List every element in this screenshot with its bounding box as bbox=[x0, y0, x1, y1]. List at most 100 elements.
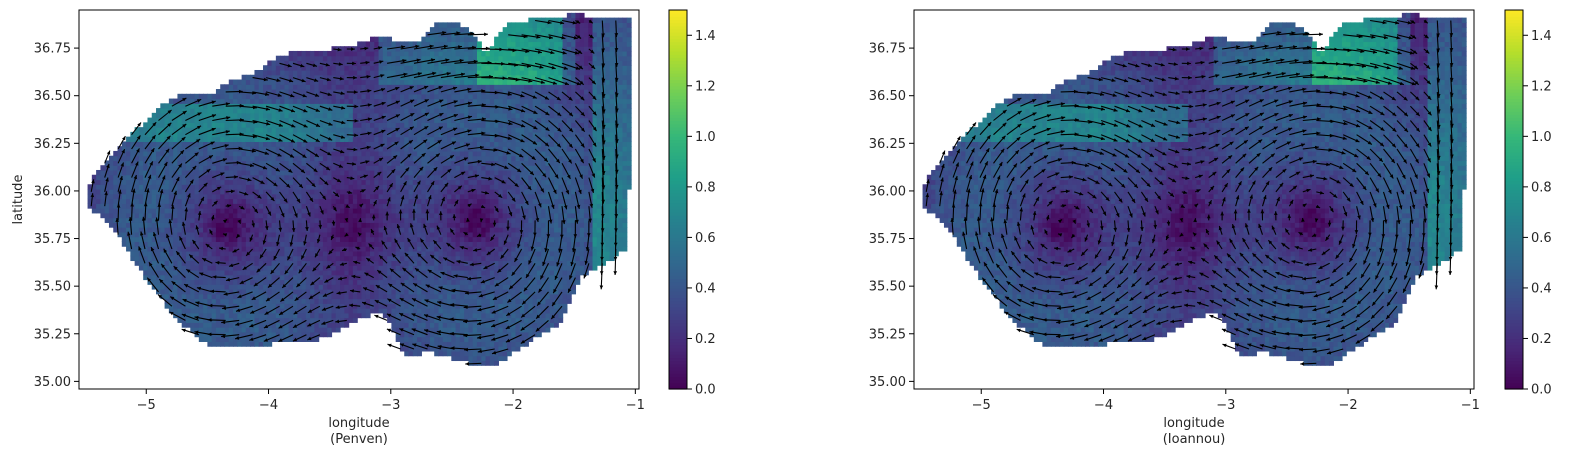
field-cell bbox=[275, 127, 281, 133]
field-cell bbox=[421, 103, 427, 109]
field-cell bbox=[468, 360, 474, 366]
field-cell bbox=[245, 241, 251, 247]
field-cell bbox=[485, 241, 491, 247]
field-cell bbox=[297, 241, 303, 247]
field-cell bbox=[335, 169, 341, 176]
field-cell bbox=[382, 103, 388, 109]
field-cell bbox=[340, 174, 345, 181]
field-cell bbox=[258, 298, 264, 304]
field-cell bbox=[391, 189, 397, 195]
field-cell bbox=[472, 308, 478, 314]
field-cell bbox=[429, 289, 435, 295]
field-cell bbox=[425, 222, 431, 228]
field-cell bbox=[404, 98, 410, 104]
field-cell bbox=[177, 246, 183, 252]
field-cell bbox=[357, 222, 363, 228]
field-cell bbox=[382, 122, 388, 128]
field-cell bbox=[185, 179, 191, 185]
field-cell bbox=[245, 236, 251, 242]
field-cell bbox=[327, 74, 333, 81]
field-cell bbox=[147, 269, 153, 276]
field-cell bbox=[464, 250, 470, 257]
field-cell bbox=[190, 189, 196, 195]
field-cell bbox=[160, 165, 166, 171]
field-cell bbox=[438, 141, 444, 147]
field-cell bbox=[387, 274, 392, 281]
field-cell bbox=[421, 198, 427, 204]
field-cell bbox=[190, 222, 196, 228]
field-cell bbox=[327, 222, 333, 228]
field-cell bbox=[417, 312, 422, 319]
field-cell bbox=[121, 236, 127, 242]
field-cell bbox=[220, 336, 226, 342]
field-cell bbox=[113, 174, 119, 181]
field-cell bbox=[331, 127, 337, 133]
field-cell bbox=[245, 212, 251, 219]
field-cell bbox=[190, 165, 196, 171]
field-cell bbox=[391, 108, 397, 114]
field-cell bbox=[378, 303, 384, 309]
field-cell bbox=[404, 131, 410, 138]
field-cell bbox=[228, 317, 234, 323]
field-cell bbox=[237, 193, 243, 200]
field-cell bbox=[442, 169, 448, 176]
field-cell bbox=[134, 131, 140, 138]
field-cell bbox=[275, 103, 281, 109]
field-cell bbox=[245, 255, 251, 262]
field-cell bbox=[113, 208, 119, 214]
field-cell bbox=[464, 227, 470, 233]
field-cell bbox=[348, 246, 354, 252]
field-cell bbox=[395, 331, 401, 338]
field-cell bbox=[348, 155, 354, 162]
field-cell bbox=[117, 203, 123, 209]
field-cell bbox=[399, 69, 405, 76]
field-cell bbox=[468, 136, 474, 143]
field-cell bbox=[476, 89, 482, 95]
field-cell bbox=[451, 198, 457, 204]
field-cell bbox=[250, 203, 256, 209]
field-cell bbox=[408, 260, 414, 266]
field-cell bbox=[447, 179, 452, 185]
field-cell bbox=[301, 198, 307, 204]
field-cell bbox=[113, 189, 119, 195]
field-cell bbox=[147, 179, 153, 185]
field-cell bbox=[228, 155, 234, 162]
field-cell bbox=[404, 279, 410, 285]
field-cell bbox=[241, 212, 247, 219]
field-cell bbox=[185, 255, 191, 262]
field-cell bbox=[382, 203, 388, 209]
field-cell bbox=[237, 227, 243, 233]
field-cell bbox=[241, 93, 247, 100]
field-cell bbox=[241, 250, 247, 257]
field-cell bbox=[241, 336, 247, 342]
field-cell bbox=[387, 165, 392, 171]
field-cell bbox=[476, 350, 482, 357]
field-cell bbox=[233, 193, 238, 200]
field-cell bbox=[263, 122, 268, 128]
field-cell bbox=[156, 193, 161, 200]
field-cell bbox=[370, 160, 375, 166]
field-cell bbox=[224, 217, 230, 223]
field-cell bbox=[310, 141, 315, 147]
field-cell bbox=[271, 193, 277, 200]
field-cell bbox=[117, 208, 123, 214]
field-cell bbox=[425, 212, 431, 219]
field-cell bbox=[181, 293, 187, 300]
field-cell bbox=[194, 322, 200, 328]
field-cell bbox=[233, 227, 238, 233]
field-cell bbox=[288, 112, 294, 119]
field-cell bbox=[233, 246, 238, 252]
field-cell bbox=[447, 246, 452, 252]
field-cell bbox=[489, 355, 495, 362]
field-cell bbox=[263, 308, 268, 314]
field-cell bbox=[447, 108, 452, 114]
field-cell bbox=[250, 198, 256, 204]
field-cell bbox=[370, 293, 375, 300]
field-cell bbox=[365, 298, 371, 304]
field-cell bbox=[211, 231, 217, 238]
field-cell bbox=[365, 41, 371, 47]
field-cell bbox=[489, 279, 495, 285]
field-cell bbox=[352, 274, 358, 281]
field-cell bbox=[190, 108, 196, 114]
field-cell bbox=[370, 198, 375, 204]
